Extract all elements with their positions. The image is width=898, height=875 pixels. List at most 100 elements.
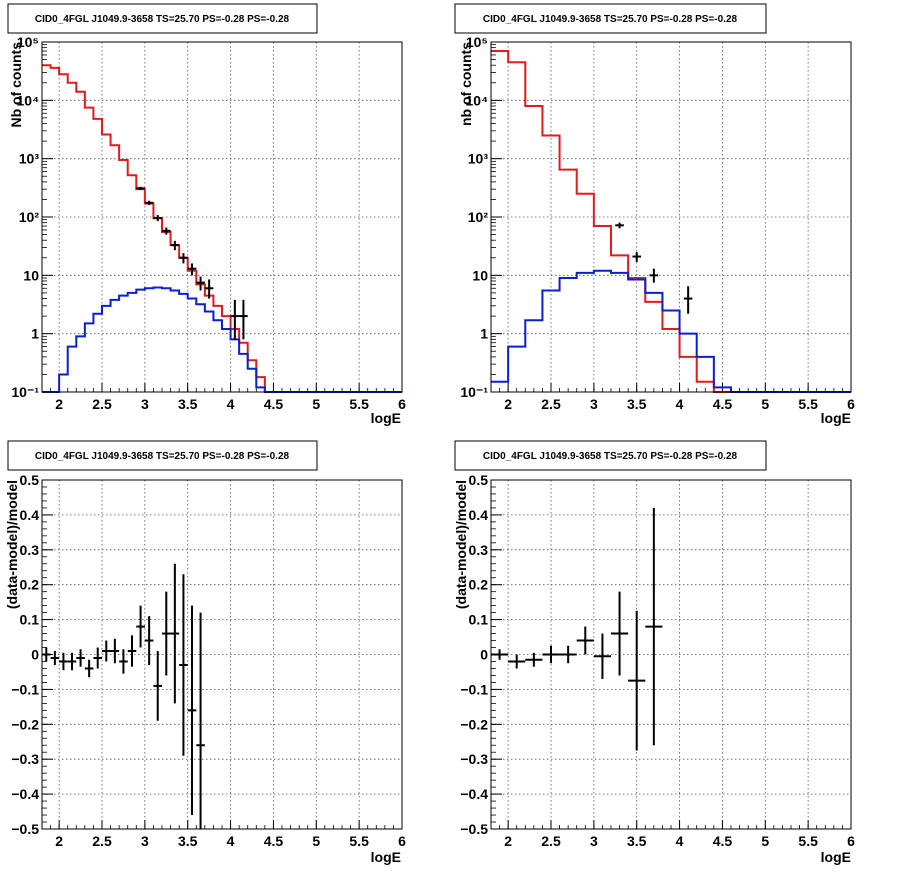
plot-area: 2 2.5 3 3.5 4 4.5 5 5.5 6 10⁻¹ 1 10 10² 10³ 10⁴ 10⁵ bbox=[11, 34, 406, 412]
x-tick-label: 6 bbox=[847, 833, 855, 849]
x-tick-label: 3 bbox=[590, 396, 598, 412]
plot-area: 2 2.5 3 3.5 4 4.5 5 5.5 6 −0.5 −0.4 −0.3 −0.2 −0.1 0 0.… bbox=[460, 472, 855, 849]
plot-area: 2 2.5 3 3.5 4 4.5 5 5.5 6 10⁻¹ 1 10 10² 10³ 10⁴ 10⁵ bbox=[460, 34, 855, 412]
x-tick-label: 2 bbox=[504, 396, 512, 412]
y-tick-label: 0.5 bbox=[469, 472, 489, 488]
title-box bbox=[454, 440, 767, 471]
x-tick-label: 3.5 bbox=[178, 396, 198, 412]
y-tick-label: 0.4 bbox=[20, 507, 40, 523]
y-tick-label: 10⁻¹ bbox=[11, 384, 39, 400]
y-tick-label: 0 bbox=[31, 647, 39, 663]
x-tick-label: 4 bbox=[227, 833, 235, 849]
y-tick-label: −0.2 bbox=[460, 716, 488, 732]
y-tick-label: −0.5 bbox=[460, 821, 488, 837]
plot-area: 2 2.5 3 3.5 4 4.5 5 5.5 6 −0.5 −0.4 −0.3 −0.2 −0.1 0 0.… bbox=[11, 472, 406, 849]
title-box bbox=[454, 3, 767, 34]
x-tick-label: 5 bbox=[312, 833, 320, 849]
panel-counts-right: CID0_4FGL J1049.9-3658 TS=25.70 PS=-0.28… bbox=[454, 3, 855, 426]
x-tick-label: 3.5 bbox=[627, 833, 647, 849]
x-tick-label: 2.5 bbox=[92, 833, 112, 849]
x-tick-label: 2 bbox=[55, 396, 63, 412]
x-tick-label: 5.5 bbox=[798, 833, 818, 849]
x-tick-label: 5.5 bbox=[349, 833, 369, 849]
x-tick-label: 4 bbox=[227, 396, 235, 412]
x-tick-label: 3 bbox=[141, 833, 149, 849]
x-tick-label: 4 bbox=[676, 396, 684, 412]
x-tick-label: 2.5 bbox=[541, 396, 561, 412]
y-tick-label: −0.1 bbox=[11, 681, 39, 697]
y-tick-label: 10² bbox=[19, 209, 40, 225]
panel-counts-left: CID0_4FGL J1049.9-3658 TS=25.70 PS=-0.28… bbox=[7, 3, 406, 426]
y-tick-label: 0.3 bbox=[20, 542, 40, 558]
plot-frame bbox=[490, 479, 852, 830]
title-box bbox=[7, 3, 318, 34]
y-tick-label: 10⁵ bbox=[466, 34, 488, 50]
x-tick-label: 6 bbox=[847, 396, 855, 412]
x-axis-label: logE bbox=[371, 410, 401, 426]
plot-frame bbox=[41, 41, 403, 393]
y-tick-label: 0.4 bbox=[469, 507, 489, 523]
x-tick-label: 5.5 bbox=[349, 396, 369, 412]
panel-title: CID0_4FGL J1049.9-3658 TS=25.70 PS=-0.28… bbox=[483, 14, 738, 25]
y-tick-label: −0.4 bbox=[11, 786, 39, 802]
y-tick-label: 10³ bbox=[19, 151, 40, 167]
x-tick-label: 5 bbox=[761, 396, 769, 412]
title-box bbox=[7, 440, 318, 471]
panel-title: CID0_4FGL J1049.9-3658 TS=25.70 PS=-0.28… bbox=[35, 451, 290, 462]
y-tick-label: 10 bbox=[472, 267, 488, 283]
x-tick-label: 5.5 bbox=[798, 396, 818, 412]
x-tick-label: 3 bbox=[141, 396, 149, 412]
x-tick-label: 4.5 bbox=[713, 833, 733, 849]
plot-frame bbox=[490, 41, 852, 393]
y-tick-label: 10⁴ bbox=[466, 92, 489, 108]
x-tick-label: 2 bbox=[55, 833, 63, 849]
y-tick-label: −0.3 bbox=[460, 751, 488, 767]
y-tick-label: 10⁵ bbox=[17, 34, 39, 50]
x-tick-label: 6 bbox=[398, 396, 406, 412]
y-tick-label: 0.5 bbox=[20, 472, 40, 488]
x-tick-label: 5 bbox=[312, 396, 320, 412]
plot-frame bbox=[41, 479, 403, 830]
y-axis-label: nb of counts bbox=[458, 42, 474, 126]
y-tick-label: −0.3 bbox=[11, 751, 39, 767]
x-tick-label: 5 bbox=[761, 833, 769, 849]
y-tick-label: 0.1 bbox=[469, 612, 489, 628]
panel-title: CID0_4FGL J1049.9-3658 TS=25.70 PS=-0.28… bbox=[483, 451, 738, 462]
x-tick-label: 3 bbox=[590, 833, 598, 849]
y-tick-label: 10² bbox=[468, 209, 489, 225]
y-tick-label: 0.2 bbox=[469, 577, 489, 593]
y-axis-label: Nb of counts bbox=[8, 42, 24, 128]
panel-title: CID0_4FGL J1049.9-3658 TS=25.70 PS=-0.28… bbox=[35, 14, 290, 25]
x-tick-label: 4.5 bbox=[264, 396, 284, 412]
y-tick-label: 0.2 bbox=[20, 577, 40, 593]
panel-residuals-right: CID0_4FGL J1049.9-3658 TS=25.70 PS=-0.28… bbox=[453, 440, 855, 865]
y-tick-label: 0 bbox=[480, 647, 488, 663]
x-tick-label: 6 bbox=[398, 833, 406, 849]
x-axis-label: logE bbox=[371, 849, 401, 865]
y-axis-label: (data-model)/model bbox=[453, 480, 469, 609]
y-tick-label: 10⁻¹ bbox=[460, 384, 488, 400]
x-axis-label: logE bbox=[821, 410, 851, 426]
x-axis-label: logE bbox=[821, 849, 851, 865]
x-tick-label: 2.5 bbox=[541, 833, 561, 849]
x-tick-label: 2 bbox=[504, 833, 512, 849]
y-tick-label: 0.3 bbox=[469, 542, 489, 558]
y-tick-label: 1 bbox=[31, 326, 39, 342]
x-tick-label: 4 bbox=[676, 833, 684, 849]
y-tick-label: 10 bbox=[23, 267, 39, 283]
y-tick-label: −0.4 bbox=[460, 786, 488, 802]
y-tick-label: −0.1 bbox=[460, 681, 488, 697]
y-tick-label: 10³ bbox=[468, 151, 489, 167]
y-tick-label: 1 bbox=[480, 326, 488, 342]
y-axis-label: (data-model)/model bbox=[4, 480, 20, 609]
y-tick-label: 10⁴ bbox=[17, 92, 40, 108]
y-tick-label: 0.1 bbox=[20, 612, 40, 628]
x-tick-label: 2.5 bbox=[92, 396, 112, 412]
x-tick-label: 3.5 bbox=[627, 396, 647, 412]
y-tick-label: −0.2 bbox=[11, 716, 39, 732]
x-tick-label: 4.5 bbox=[713, 396, 733, 412]
x-tick-label: 3.5 bbox=[178, 833, 198, 849]
x-tick-label: 4.5 bbox=[264, 833, 284, 849]
panel-residuals-left: CID0_4FGL J1049.9-3658 TS=25.70 PS=-0.28… bbox=[4, 440, 406, 865]
